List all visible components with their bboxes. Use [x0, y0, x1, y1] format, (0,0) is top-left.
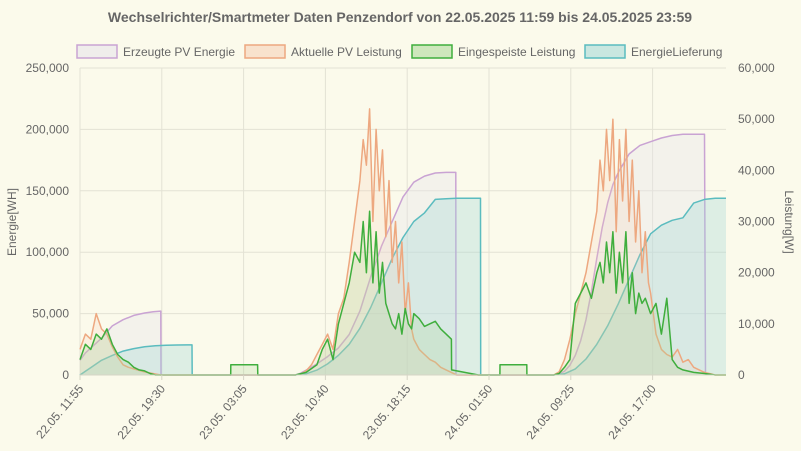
- series-line: [79, 133, 707, 376]
- legend-swatch: [244, 44, 286, 59]
- left-tick-label: 200,000: [26, 122, 70, 136]
- left-tick-label: 250,000: [26, 61, 70, 75]
- series-2: [79, 197, 726, 376]
- legend-swatch: [584, 44, 626, 59]
- legend-swatch: [411, 44, 453, 59]
- legend-label: EnergieLieferung: [631, 45, 722, 59]
- right-tick-label: 30,000: [738, 215, 775, 229]
- right-tick-label: 20,000: [738, 266, 775, 280]
- right-tick-label: 40,000: [738, 163, 775, 177]
- right-axis-label: Leistung[W]: [782, 190, 796, 253]
- left-tick-label: 100,000: [26, 245, 70, 259]
- right-tick-label: 60,000: [738, 61, 775, 75]
- left-tick-label: 150,000: [26, 184, 70, 198]
- legend-label: Aktuelle PV Leistung: [291, 45, 402, 59]
- legend[interactable]: Erzeugte PV Energie Aktuelle PV Leistung E…: [76, 44, 722, 59]
- left-tick-label: 50,000: [32, 307, 69, 321]
- legend-item[interactable]: EnergieLieferung: [584, 44, 722, 59]
- chart-title: Wechselrichter/Smartmeter Daten Penzendo…: [108, 9, 692, 25]
- legend-item[interactable]: Erzeugte PV Energie: [76, 44, 235, 59]
- legend-label: Erzeugte PV Energie: [123, 45, 235, 59]
- legend-item[interactable]: Eingespeiste Leistung: [411, 44, 575, 59]
- legend-swatch: [76, 44, 118, 59]
- series-area: [80, 198, 726, 375]
- legend-label: Eingespeiste Leistung: [458, 45, 575, 59]
- legend-item[interactable]: Aktuelle PV Leistung: [244, 44, 402, 59]
- right-tick-label: 10,000: [738, 317, 775, 331]
- right-tick-label: 50,000: [738, 112, 775, 126]
- series-line: [79, 197, 726, 376]
- series-area: [80, 211, 726, 375]
- series-layer: [79, 108, 726, 376]
- right-tick-label: 0: [738, 368, 745, 382]
- left-tick-label: 0: [62, 368, 69, 382]
- left-axis-label: Energie[WH]: [5, 188, 19, 256]
